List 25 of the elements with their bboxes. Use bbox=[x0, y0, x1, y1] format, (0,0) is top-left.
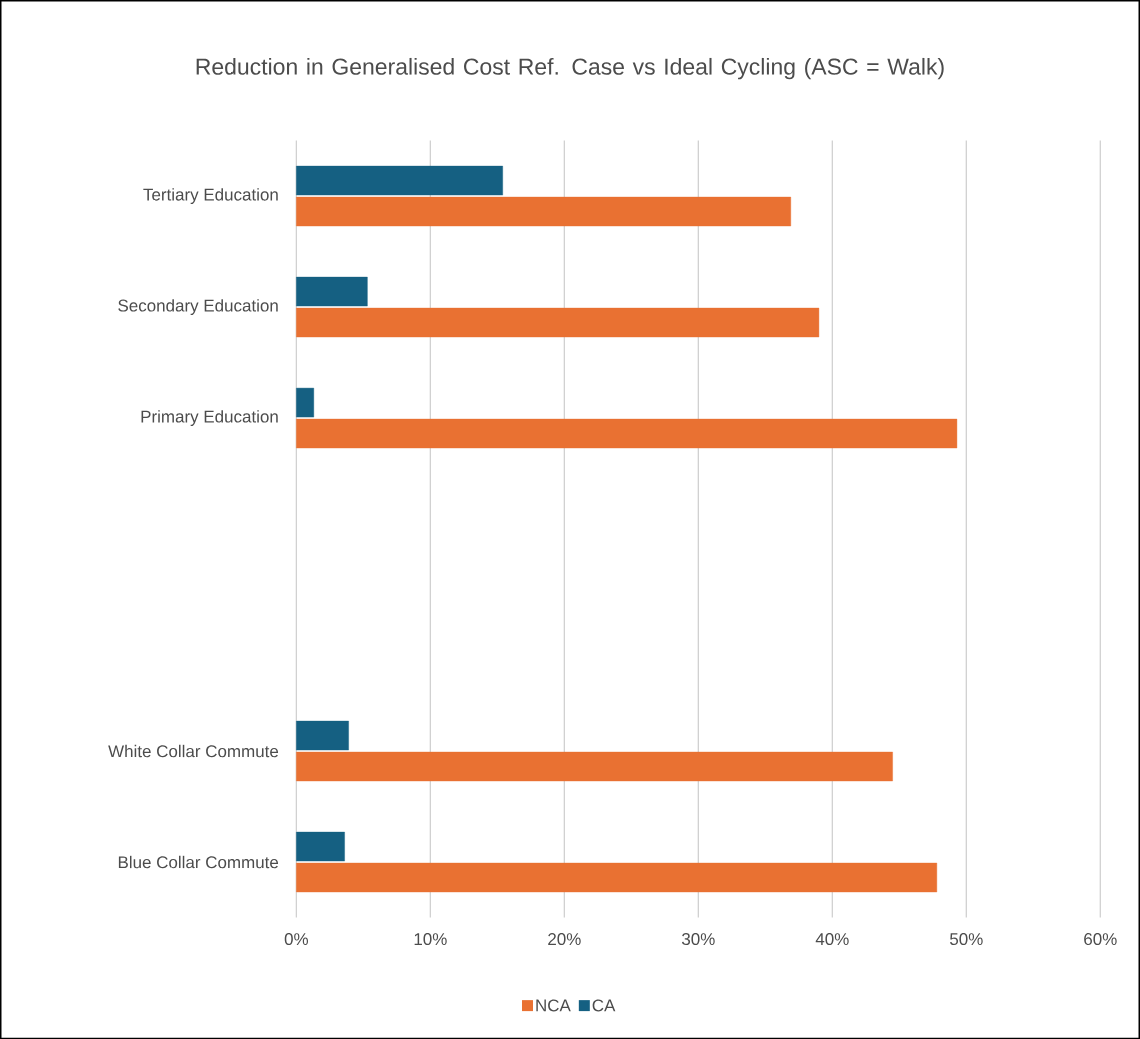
y-tick-label: Primary Education bbox=[141, 410, 278, 426]
bar bbox=[296, 751, 893, 782]
x-tick-label: 60% bbox=[1084, 932, 1117, 946]
bar bbox=[296, 307, 820, 338]
bar bbox=[296, 862, 938, 893]
legend-label: CA bbox=[592, 999, 616, 1012]
bar bbox=[296, 276, 368, 307]
x-tick-label: 30% bbox=[681, 932, 715, 946]
x-tick-label: 10% bbox=[414, 932, 447, 946]
x-tick-label: 50% bbox=[950, 932, 983, 946]
y-tick-label: Tertiary Education bbox=[143, 188, 278, 204]
y-tick-label: Secondary Education bbox=[118, 299, 278, 315]
bar bbox=[296, 196, 791, 227]
bar bbox=[296, 165, 503, 196]
x-tick-label: 20% bbox=[548, 932, 581, 946]
bar bbox=[296, 831, 345, 862]
bar bbox=[296, 418, 958, 449]
x-tick-label: 40% bbox=[815, 932, 849, 946]
bar bbox=[296, 720, 349, 751]
legend-label: NCA bbox=[536, 999, 571, 1012]
bar bbox=[296, 387, 314, 418]
y-tick-label: White Collar Commute bbox=[108, 744, 279, 758]
chart-title: Reduction in Generalised Cost Ref. Case vs Ideal Cycling (ASC = Walk) bbox=[196, 57, 944, 80]
x-tick-label: 0% bbox=[284, 932, 309, 946]
y-tick-label: Blue Collar Commute bbox=[118, 855, 279, 869]
